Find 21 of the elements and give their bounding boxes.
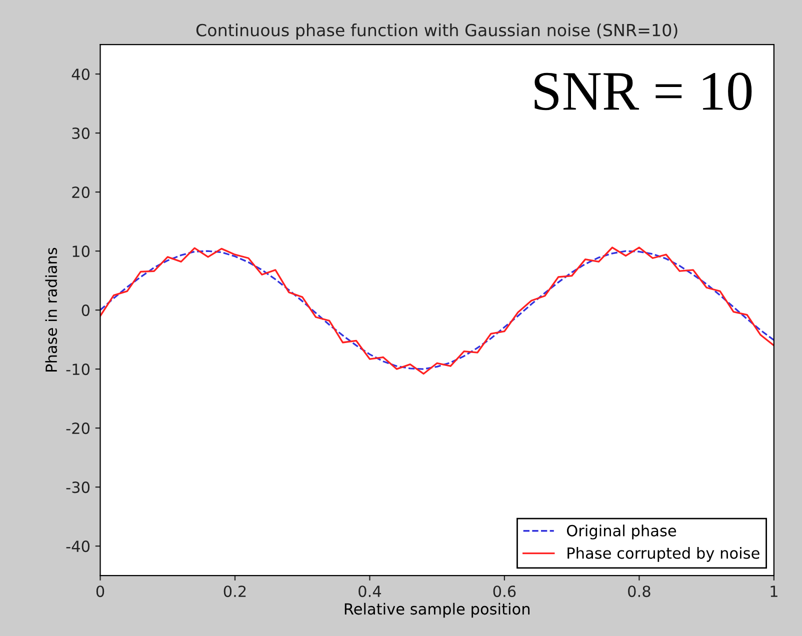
annotation: SNR = 10 <box>534 72 752 110</box>
y-tick-label: -20 <box>66 422 90 434</box>
y-axis-title: Phase in radians <box>45 248 58 372</box>
legend-label: Phase corrupted by noise <box>568 547 760 562</box>
y-tick-label: 0 <box>82 304 90 316</box>
y-tick-label: 10 <box>72 246 90 258</box>
x-tick-label: 0.2 <box>224 586 246 598</box>
x-tick-label: 0.6 <box>493 586 516 598</box>
y-tick-label: 30 <box>72 127 90 140</box>
y-tick-label: -10 <box>66 364 90 376</box>
y-tick-label: -30 <box>66 482 90 494</box>
chart-title: Continuous phase function with Gaussian noise (SNR=10) <box>196 24 678 40</box>
legend-label: Original phase <box>566 524 676 540</box>
x-tick-label: 0 <box>96 586 104 598</box>
x-tick-label: 1 <box>770 586 778 597</box>
y-tick-label: -40 <box>66 540 90 552</box>
y-tick-label: 40 <box>72 68 90 80</box>
x-tick-label: 0.4 <box>358 586 382 598</box>
y-tick-label: 20 <box>72 186 90 198</box>
x-axis-title: Relative sample position <box>344 602 530 618</box>
x-tick-label: 0.8 <box>628 586 650 598</box>
